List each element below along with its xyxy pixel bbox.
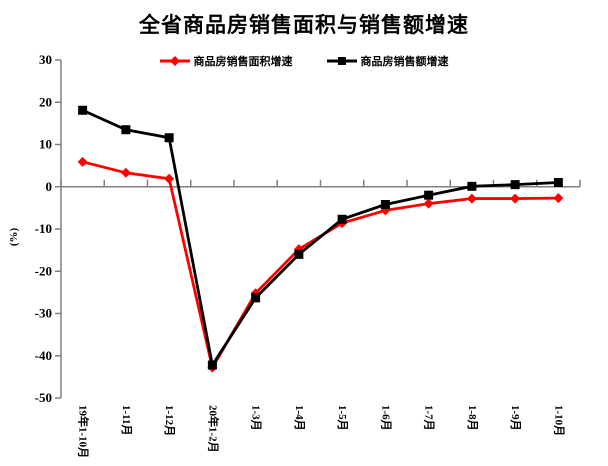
- chart-title: 全省商品房销售面积与销售额增速: [139, 13, 469, 37]
- x-tick-label: 1-12月: [163, 405, 176, 436]
- y-tick-label: -10: [35, 221, 52, 236]
- x-tick-label: 1-9月: [509, 405, 522, 431]
- series-sales-area-line: [82, 160, 559, 372]
- series-sales-amount-point-8: [424, 190, 434, 200]
- legend-item-sales-area: 商品房销售面积增速: [159, 53, 293, 69]
- series-sales-area-point-8: [423, 198, 434, 209]
- series-sales-area-point-0: [77, 156, 88, 167]
- series-sales-amount-point-1: [121, 125, 131, 135]
- series-sales-amount-point-6: [337, 214, 347, 224]
- x-tick-label: 1-4月: [293, 405, 306, 431]
- series-sales-amount-point-4: [251, 293, 261, 303]
- x-tick-label: 1-10月: [552, 405, 565, 436]
- legend-square-marker-icon: [326, 57, 357, 65]
- chart-legend: 商品房销售面积增速 商品房销售额增速: [0, 53, 608, 69]
- x-tick-label: 1-11月: [120, 405, 133, 436]
- y-tick-label: -20: [35, 263, 52, 278]
- series-sales-amount-point-11: [553, 178, 563, 188]
- y-tick-label: 30: [39, 52, 52, 67]
- y-tick-label: 20: [39, 94, 52, 109]
- series-sales-area-point-11: [553, 193, 564, 204]
- y-tick-label: -30: [35, 306, 52, 321]
- x-tick-label: 1-6月: [379, 405, 392, 431]
- series-sales-area-point-2: [164, 173, 175, 184]
- legend-label-sales-area: 商品房销售面积增速: [193, 56, 293, 68]
- series-sales-amount-point-2: [164, 133, 174, 143]
- x-tick-label: 1-7月: [423, 405, 436, 431]
- legend-diamond-marker-icon: [159, 56, 190, 66]
- series-sales-area-point-9: [466, 193, 477, 204]
- series-sales-amount-line: [82, 109, 559, 369]
- series-sales-area-point-1: [120, 167, 131, 178]
- x-tick-label: 19年1-10月: [77, 405, 91, 458]
- series-sales-area-point-10: [510, 193, 521, 204]
- series-sales-amount-point-7: [380, 199, 390, 209]
- legend-item-sales-amount: 商品房销售额增速: [326, 53, 449, 69]
- x-tick-label: 1-8月: [466, 405, 479, 431]
- x-tick-label: 1-5月: [336, 405, 349, 431]
- legend-label-sales-amount: 商品房销售额增速: [360, 56, 449, 68]
- series-sales-amount-point-10: [510, 180, 520, 190]
- x-tick-label: 20年1-2月: [206, 405, 220, 453]
- y-tick-label: 0: [46, 179, 53, 194]
- y-tick-label: -40: [35, 348, 52, 363]
- series-sales-amount-point-9: [467, 181, 477, 191]
- series-sales-amount-point-5: [294, 249, 304, 259]
- series-sales-amount-point-0: [78, 105, 88, 115]
- series-sales-amount-point-3: [207, 360, 217, 370]
- y-axis-title: (%): [8, 228, 20, 247]
- x-tick-label: 1-3月: [250, 405, 263, 431]
- y-tick-label: -50: [35, 390, 52, 405]
- y-tick-label: 10: [39, 137, 52, 152]
